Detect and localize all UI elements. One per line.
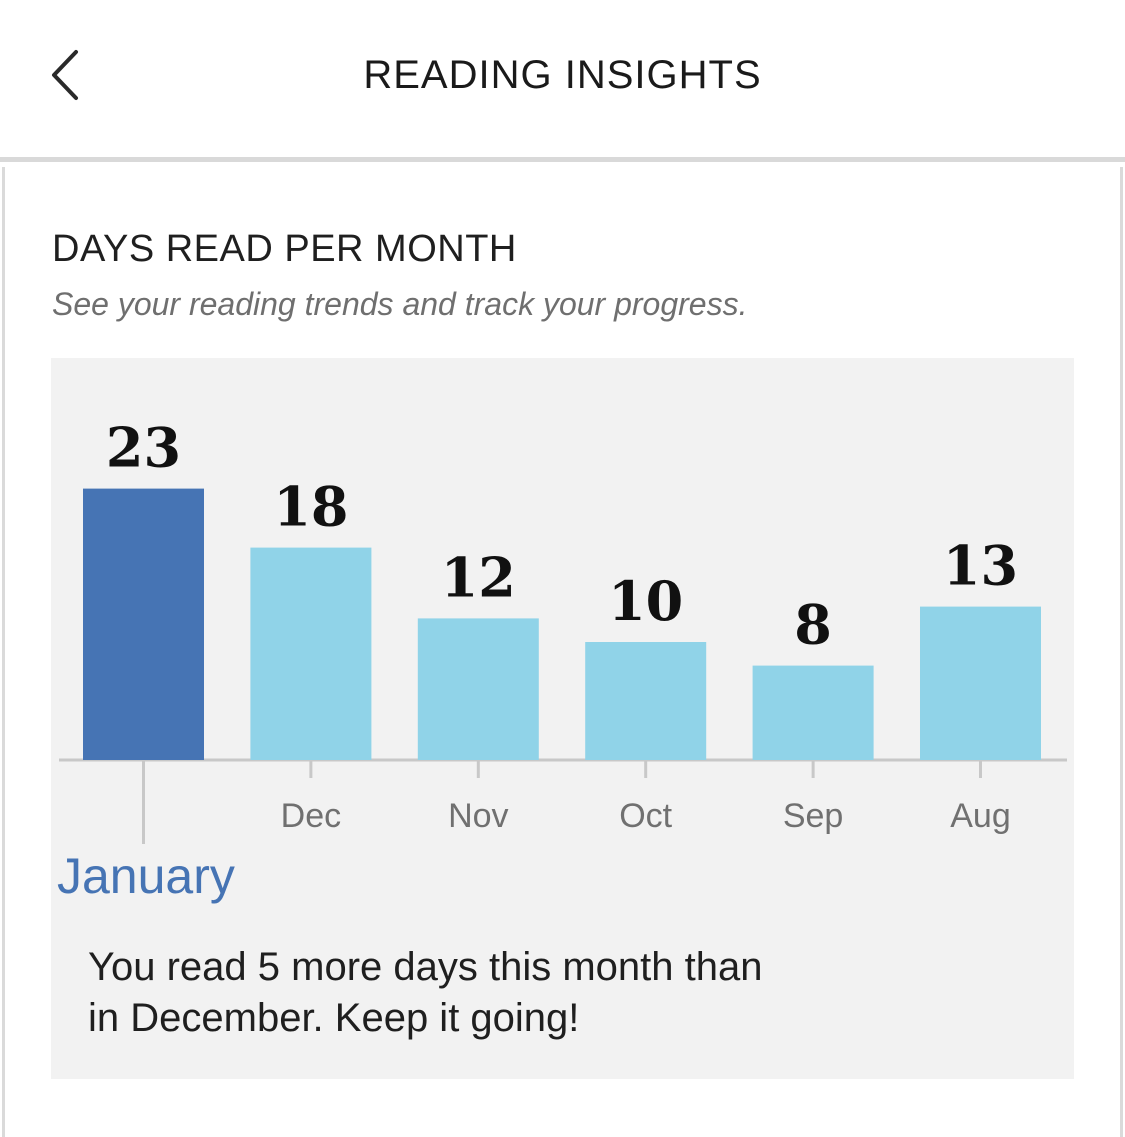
summary-text: You read 5 more days this month than in …: [88, 942, 908, 1044]
section-subtitle: See your reading trends and track your p…: [52, 286, 748, 322]
value-label-sep: 8: [794, 593, 832, 657]
back-button[interactable]: [40, 40, 100, 110]
days-read-bar-chart: 23 18 Dec 12 Nov 10 Oct 8 Sep 13 Aug: [59, 416, 1067, 844]
bar-dec[interactable]: [250, 547, 372, 760]
header-bar: READING INSIGHTS: [0, 0, 1125, 162]
value-label-nov: 12: [441, 545, 516, 609]
bar-sep[interactable]: [752, 665, 874, 760]
bar-january[interactable]: [83, 488, 204, 760]
tick-label-dec[interactable]: Dec: [281, 797, 341, 835]
chart-panel: 23 18 Dec 12 Nov 10 Oct 8 Sep 13 Aug: [51, 358, 1074, 1079]
chevron-left-icon: [52, 50, 78, 100]
value-label-oct: 10: [608, 569, 683, 633]
bar-aug[interactable]: [920, 606, 1041, 760]
summary-line-1: You read 5 more days this month than: [88, 945, 763, 989]
tick-label-nov[interactable]: Nov: [448, 797, 508, 835]
summary-line-2: in December. Keep it going!: [88, 996, 580, 1040]
selected-month-label[interactable]: January: [57, 848, 235, 904]
tick-label-sep[interactable]: Sep: [783, 797, 844, 835]
value-label-aug: 13: [943, 534, 1018, 598]
section-title: DAYS READ PER MONTH: [52, 228, 517, 270]
value-label-january: 23: [106, 416, 181, 480]
page-title: READING INSIGHTS: [363, 53, 762, 97]
value-label-dec: 18: [273, 475, 348, 539]
bar-nov[interactable]: [417, 618, 539, 760]
bar-oct[interactable]: [585, 642, 707, 760]
tick-label-aug[interactable]: Aug: [950, 797, 1011, 835]
tick-label-oct[interactable]: Oct: [619, 797, 672, 835]
